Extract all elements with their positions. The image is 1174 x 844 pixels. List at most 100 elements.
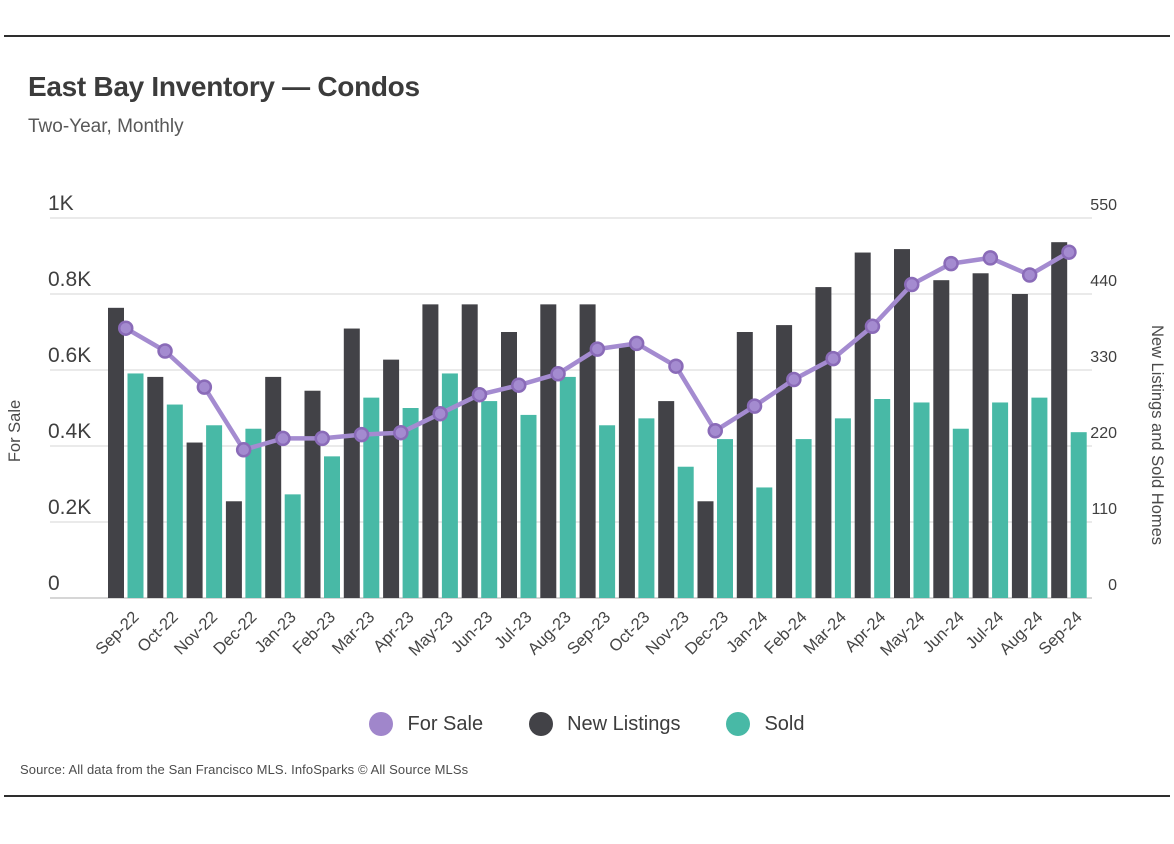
bar-new-listings-Jun-24[interactable] <box>933 280 950 598</box>
top-divider <box>4 35 1170 37</box>
bar-sold-Mar-24[interactable] <box>834 418 851 598</box>
bar-sold-May-23[interactable] <box>441 373 458 598</box>
point-for-sale-Nov-22[interactable] <box>196 379 213 395</box>
bar-new-listings-Aug-23[interactable] <box>540 304 557 598</box>
bar-sold-Sep-22[interactable] <box>127 373 144 598</box>
point-for-sale-Oct-23[interactable] <box>628 335 645 352</box>
bar-new-listings-Feb-24[interactable] <box>776 325 793 598</box>
point-for-sale-Aug-24[interactable] <box>1021 267 1038 283</box>
left-axis-tick-label: 0.8K <box>48 268 91 291</box>
legend-item-new-listings[interactable]: New Listings <box>529 712 680 736</box>
x-tick-label: Sep-22 <box>92 608 142 658</box>
x-tick-label: Mar-24 <box>800 608 850 658</box>
source-attribution: Source: All data from the San Francisco … <box>20 762 469 777</box>
point-for-sale-Sep-24[interactable] <box>1061 244 1077 260</box>
right-axis-tick-label: 220 <box>1090 425 1117 442</box>
point-for-sale-May-24[interactable] <box>904 276 920 293</box>
bar-sold-Nov-22[interactable] <box>206 425 223 598</box>
point-for-sale-Apr-23[interactable] <box>393 424 409 441</box>
point-for-sale-Oct-22[interactable] <box>157 343 173 359</box>
point-for-sale-Jan-23[interactable] <box>275 430 291 447</box>
point-for-sale-Jul-23[interactable] <box>511 377 527 393</box>
bar-new-listings-Jan-23[interactable] <box>265 376 282 598</box>
bar-new-listings-Nov-22[interactable] <box>186 442 203 598</box>
bar-sold-Jan-23[interactable] <box>284 494 301 598</box>
bar-new-listings-Mar-24[interactable] <box>815 287 832 598</box>
point-for-sale-Feb-23[interactable] <box>314 430 330 447</box>
point-for-sale-Dec-23[interactable] <box>707 423 723 439</box>
bar-sold-Jul-24[interactable] <box>992 402 1009 598</box>
bar-new-listings-Feb-23[interactable] <box>304 390 321 598</box>
bar-new-listings-May-23[interactable] <box>422 304 439 598</box>
bar-sold-Apr-24[interactable] <box>874 399 891 598</box>
point-for-sale-Jun-23[interactable] <box>471 386 488 403</box>
bar-new-listings-Jul-23[interactable] <box>501 332 517 598</box>
new-listings-swatch-icon <box>529 712 554 736</box>
right-axis-tick-label: 550 <box>1090 197 1117 214</box>
bar-sold-Jun-23[interactable] <box>481 401 498 598</box>
bar-new-listings-Apr-24[interactable] <box>854 252 871 598</box>
bar-sold-Dec-22[interactable] <box>245 428 262 598</box>
point-for-sale-Jun-24[interactable] <box>943 255 959 272</box>
legend-label-for-sale: For Sale <box>407 712 484 735</box>
bar-new-listings-Mar-23[interactable] <box>343 328 360 598</box>
x-tick-label: May-23 <box>405 608 457 660</box>
point-for-sale-Apr-24[interactable] <box>864 318 881 335</box>
bar-new-listings-Oct-22[interactable] <box>147 376 164 598</box>
bar-new-listings-Jun-23[interactable] <box>461 304 478 598</box>
bar-new-listings-Dec-22[interactable] <box>225 501 242 598</box>
bar-new-listings-Apr-23[interactable] <box>383 359 400 598</box>
bar-sold-May-24[interactable] <box>913 402 930 598</box>
bar-new-listings-Jan-24[interactable] <box>736 332 753 598</box>
point-for-sale-Sep-22[interactable] <box>118 320 134 336</box>
bar-sold-Jun-24[interactable] <box>952 428 969 598</box>
x-tick-label: Dec-23 <box>682 608 732 658</box>
bar-new-listings-Sep-24[interactable] <box>1051 242 1068 598</box>
point-for-sale-Dec-22[interactable] <box>235 442 252 458</box>
x-tick-label: Feb-23 <box>289 608 339 658</box>
x-tick-label: Aug-24 <box>996 608 1046 658</box>
bar-sold-Jul-23[interactable] <box>520 414 537 598</box>
bar-new-listings-Sep-22[interactable] <box>108 307 124 598</box>
point-for-sale-Aug-23[interactable] <box>550 366 566 382</box>
right-axis-tick-label: 440 <box>1090 273 1117 290</box>
left-axis-tick-label: 1K <box>48 192 74 215</box>
bar-new-listings-Aug-24[interactable] <box>1011 294 1028 598</box>
bar-new-listings-Jul-24[interactable] <box>972 273 989 598</box>
legend-item-for-sale[interactable]: For Sale <box>369 712 483 736</box>
x-tick-label: Mar-23 <box>329 608 379 658</box>
point-for-sale-Feb-24[interactable] <box>786 371 802 388</box>
point-for-sale-Jul-24[interactable] <box>982 250 999 266</box>
bar-sold-Sep-23[interactable] <box>599 425 616 598</box>
bar-sold-Apr-23[interactable] <box>402 408 419 598</box>
bar-new-listings-Oct-23[interactable] <box>618 345 635 598</box>
point-for-sale-Mar-24[interactable] <box>825 350 841 367</box>
x-tick-label: Sep-23 <box>564 608 614 658</box>
bar-sold-Jan-24[interactable] <box>756 487 773 598</box>
legend-item-sold[interactable]: Sold <box>726 712 805 736</box>
bar-new-listings-May-24[interactable] <box>894 249 910 598</box>
point-for-sale-Jan-24[interactable] <box>746 398 763 414</box>
bar-sold-Mar-23[interactable] <box>363 397 380 598</box>
point-for-sale-May-23[interactable] <box>432 405 448 422</box>
bar-sold-Dec-23[interactable] <box>717 439 733 598</box>
point-for-sale-Nov-23[interactable] <box>668 358 684 374</box>
point-for-sale-Mar-23[interactable] <box>353 426 370 443</box>
chart-canvas: 0 0 0.2K 110 0.4K 220 0.6K 330 0.8K 440 1K 550 Sep-2… <box>6 192 1166 660</box>
bar-sold-Oct-23[interactable] <box>638 418 655 598</box>
point-for-sale-Sep-23[interactable] <box>589 341 606 357</box>
page-title: East Bay Inventory — Condos <box>28 71 420 102</box>
right-axis-title: New Listings and Sold Homes <box>1148 325 1166 545</box>
right-axis-tick-label: 0 <box>1108 577 1117 594</box>
bar-new-listings-Nov-23[interactable] <box>658 401 675 598</box>
bar-sold-Feb-23[interactable] <box>324 456 340 598</box>
bar-sold-Nov-23[interactable] <box>677 466 694 598</box>
bar-sold-Feb-24[interactable] <box>795 439 812 598</box>
bar-sold-Sep-24[interactable] <box>1070 432 1087 598</box>
bar-new-listings-Dec-23[interactable] <box>697 501 714 598</box>
left-axis-tick-label: 0.6K <box>48 344 91 367</box>
bar-sold-Aug-24[interactable] <box>1031 397 1048 598</box>
bar-sold-Oct-22[interactable] <box>166 404 183 598</box>
bar-new-listings-Sep-23[interactable] <box>579 304 596 598</box>
bar-sold-Aug-23[interactable] <box>559 376 576 598</box>
